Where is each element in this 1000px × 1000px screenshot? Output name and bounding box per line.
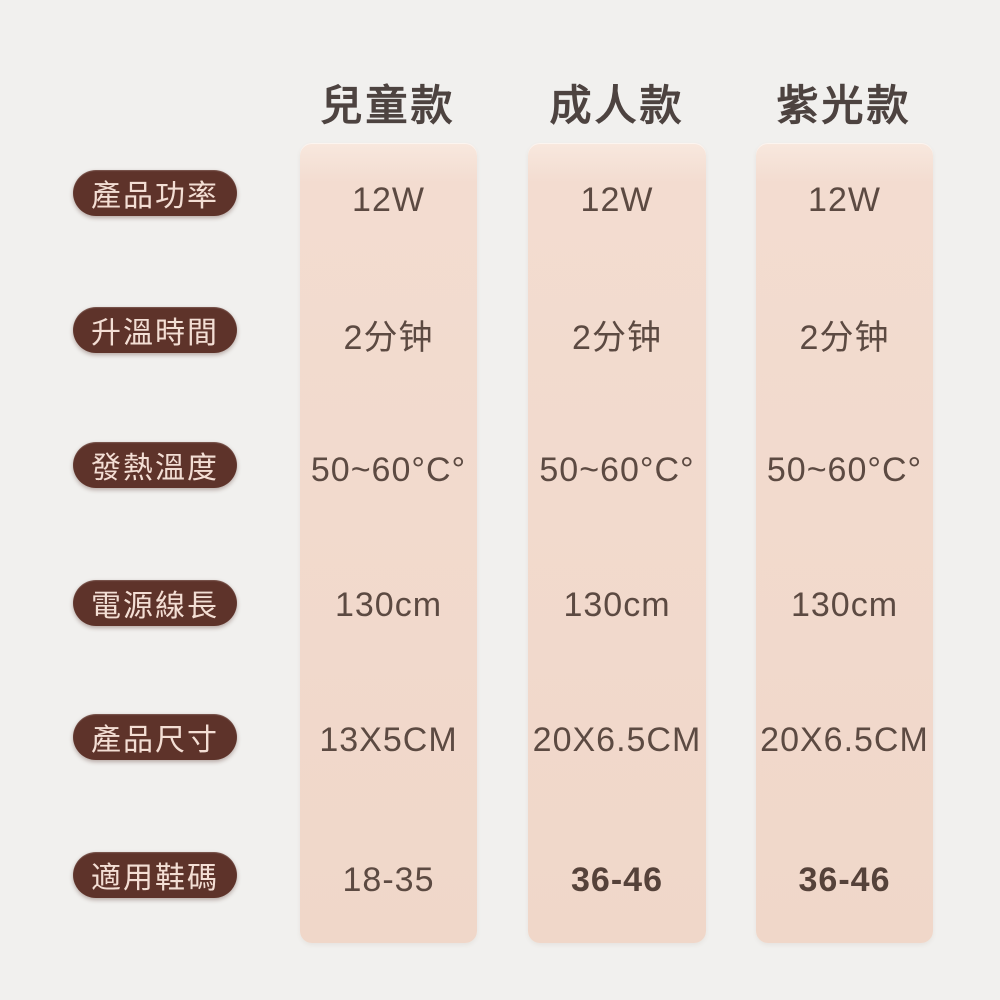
spec-cell-size: 13X5CM <box>319 721 458 759</box>
spec-column-adult-model: 12W 2分钟 50~60°C° 130cm 20X6.5CM 36-46 <box>528 143 706 943</box>
spec-cell-temperature: 50~60°C° <box>310 451 467 489</box>
spec-cell-temperature: 50~60°C° <box>766 451 923 489</box>
row-label-product-size: 產品尺寸 <box>73 714 237 760</box>
spec-cell-heatup-time: 2分钟 <box>343 319 434 357</box>
spec-cell-power: 12W <box>352 181 425 219</box>
column-header-children-model: 兒童款 <box>320 82 456 129</box>
spec-cell-heatup-time: 2分钟 <box>799 319 890 357</box>
column-header-adult-model: 成人款 <box>549 82 685 129</box>
spec-cell-cord-length: 130cm <box>790 586 899 624</box>
row-label-heatup-time: 升溫時間 <box>73 307 237 353</box>
spec-cell-shoe-size: 36-46 <box>798 861 891 899</box>
row-label-product-power: 產品功率 <box>73 170 237 216</box>
spec-cell-power: 12W <box>580 181 654 219</box>
spec-cell-cord-length: 130cm <box>334 586 443 624</box>
spec-cell-shoe-size: 18-35 <box>342 861 435 899</box>
spec-column-children-model: 12W 2分钟 50~60°C° 130cm 13X5CM 18-35 <box>300 143 477 943</box>
spec-cell-size: 20X6.5CM <box>760 721 929 759</box>
row-label-applicable-shoe-size: 適用鞋碼 <box>73 852 237 898</box>
row-label-heating-temperature: 發熱溫度 <box>73 442 237 488</box>
spec-cell-power: 12W <box>808 181 881 219</box>
spec-cell-heatup-time: 2分钟 <box>572 319 662 357</box>
spec-cell-cord-length: 130cm <box>563 586 671 624</box>
spec-cell-temperature: 50~60°C° <box>539 451 695 489</box>
row-label-power-cord-length: 電源線長 <box>73 580 237 626</box>
spec-column-purple-light-model: 12W 2分钟 50~60°C° 130cm 20X6.5CM 36-46 <box>756 143 933 943</box>
spec-cell-shoe-size: 36-46 <box>571 861 663 899</box>
column-header-purple-light-model: 紫光款 <box>776 82 912 129</box>
spec-cell-size: 20X6.5CM <box>532 721 702 759</box>
